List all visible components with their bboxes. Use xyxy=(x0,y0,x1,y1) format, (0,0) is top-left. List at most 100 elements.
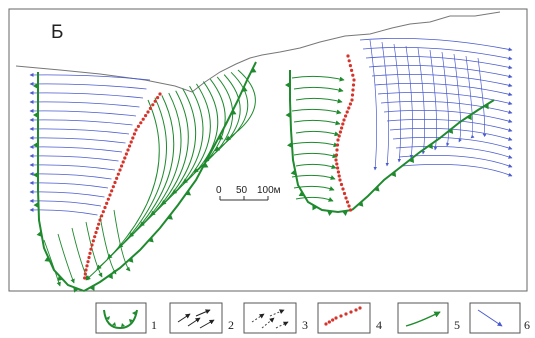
red-dot xyxy=(338,178,342,182)
red-dot xyxy=(83,276,87,280)
blue-flow-line xyxy=(429,49,438,151)
green-flow-line xyxy=(295,97,343,104)
red-dot xyxy=(349,310,353,314)
legend-box-5 xyxy=(397,302,449,334)
rim-tooth xyxy=(327,210,333,216)
blue-arrow-symbol xyxy=(477,309,503,327)
red-dot xyxy=(347,59,351,63)
red-dotted-line-symbol xyxy=(324,306,362,326)
green-flow-line xyxy=(225,69,256,141)
scale-bar: 0 50 100м xyxy=(216,185,281,201)
red-dot xyxy=(338,130,342,134)
legend-box-6 xyxy=(469,302,521,334)
rim-tooth xyxy=(250,67,257,73)
blue-flow-line xyxy=(465,55,475,139)
red-dot xyxy=(340,126,344,130)
red-dot xyxy=(94,230,98,235)
green-flow-line xyxy=(293,86,344,93)
green-flow-line xyxy=(107,95,175,259)
rim-tooth xyxy=(36,231,43,237)
red-dot xyxy=(350,93,355,97)
red-dot xyxy=(87,255,91,260)
rim-tooth xyxy=(167,214,173,220)
red-dot xyxy=(128,144,132,148)
rim-tooth xyxy=(285,82,290,88)
legend-box-3 xyxy=(243,302,297,334)
blue-flow-line xyxy=(29,126,130,135)
green-flow-line xyxy=(291,174,336,180)
red-dot xyxy=(120,164,124,168)
red-dot xyxy=(100,214,104,218)
legend-box-2 xyxy=(169,302,223,334)
rim-tooth xyxy=(466,114,472,121)
red-dot xyxy=(324,322,328,326)
green-flow-line xyxy=(293,119,341,126)
rim-tooth xyxy=(447,128,454,134)
blue-flow-line xyxy=(393,43,402,163)
blue-flow-line xyxy=(395,145,513,159)
blue-flow-line xyxy=(29,189,105,198)
blue-flow-line xyxy=(29,90,144,99)
rim-tooth xyxy=(202,162,209,168)
legend: 1 2 3 4 5 xyxy=(95,302,530,334)
blue-flow-line xyxy=(369,39,378,171)
red-dot xyxy=(110,189,114,193)
green-flow-line xyxy=(295,163,337,169)
red-dot xyxy=(95,226,99,230)
rim-tooth xyxy=(44,256,51,262)
red-dot xyxy=(113,180,117,185)
blue-flow-line xyxy=(380,100,513,115)
red-dot xyxy=(335,148,339,152)
red-dot xyxy=(131,136,135,140)
red-dot xyxy=(342,191,347,196)
red-dot xyxy=(346,54,350,58)
green-flow-line xyxy=(160,83,211,206)
legend-num-1: 1 xyxy=(151,318,157,332)
rim-tooth xyxy=(298,190,305,197)
green-arrow-symbol xyxy=(405,311,441,327)
red-dot xyxy=(141,117,145,121)
red-dot xyxy=(86,260,90,264)
red-dot xyxy=(129,140,133,144)
legend-num-5: 5 xyxy=(454,318,460,332)
red-dot xyxy=(337,134,341,138)
green-cirque-symbol xyxy=(103,309,138,330)
red-dot xyxy=(146,110,150,114)
rim-tooth xyxy=(408,157,415,163)
legend-num-6: 6 xyxy=(524,318,530,332)
rim-tooth xyxy=(89,285,95,291)
blue-flow-line xyxy=(383,109,513,123)
rim-tooth xyxy=(241,86,248,92)
blue-flow-line xyxy=(453,53,462,143)
rim-tooth xyxy=(287,142,293,148)
red-dot xyxy=(98,218,102,222)
red-dot xyxy=(344,312,348,316)
red-dot xyxy=(334,158,338,162)
red-dot xyxy=(105,201,109,205)
green-flow-line xyxy=(57,233,75,284)
red-dot xyxy=(121,160,125,164)
red-dot xyxy=(339,182,344,187)
red-dot xyxy=(101,210,105,214)
rim-tooth xyxy=(390,171,397,177)
rim-tooth xyxy=(483,103,489,110)
blue-flow-line xyxy=(29,171,112,180)
green-flow-line xyxy=(85,221,103,278)
red-dot xyxy=(344,114,348,118)
surface-outline xyxy=(15,11,501,93)
cirque-rim-line xyxy=(37,72,85,292)
blue-flow-line xyxy=(405,45,414,159)
red-dot xyxy=(90,243,94,247)
blue-flow-line xyxy=(441,51,450,147)
green-flow-line xyxy=(291,141,339,148)
blue-flow-line xyxy=(29,135,126,144)
rim-tooth xyxy=(73,286,79,293)
blue-flow-line xyxy=(29,72,151,81)
legend-num-4: 4 xyxy=(376,318,382,332)
blue-flow-line xyxy=(389,127,513,141)
dashed-arrows-symbol xyxy=(251,309,289,329)
blue-flow-line xyxy=(29,108,137,117)
blue-flow-line xyxy=(29,198,102,207)
scale-label-100m: 100м xyxy=(257,185,281,196)
